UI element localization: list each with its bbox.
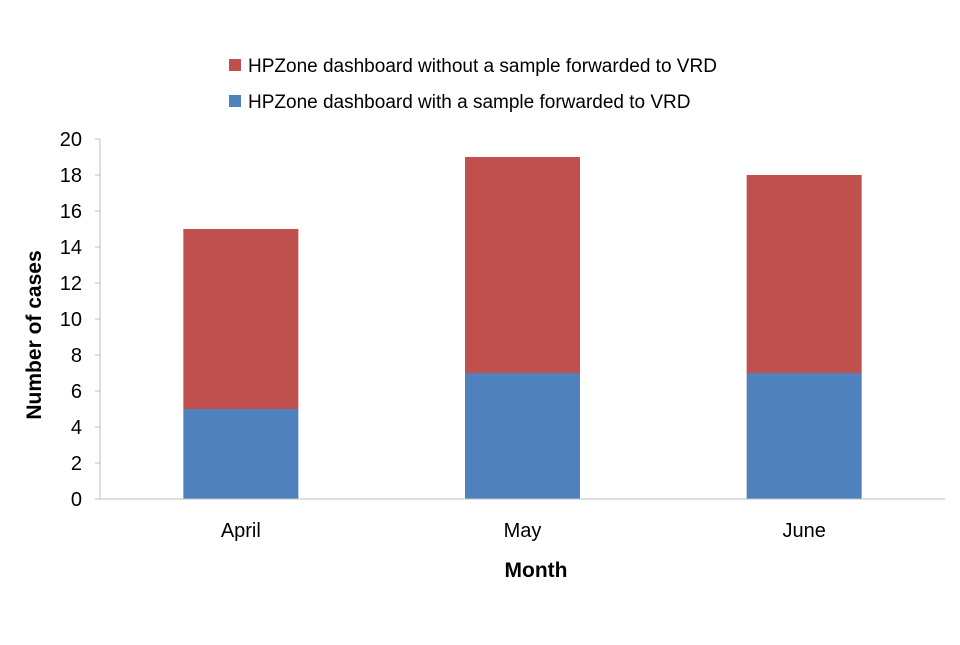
y-tick-label: 20 <box>60 129 82 151</box>
y-tick-label: 14 <box>60 237 82 259</box>
x-tick-label: June <box>782 520 825 542</box>
bars <box>183 157 862 499</box>
y-axis-ticks: 0 2 4 6 8 10 12 14 16 18 20 <box>60 129 100 511</box>
y-tick-label: 16 <box>60 201 82 223</box>
y-tick-label: 2 <box>71 453 82 475</box>
bar-may-with-sample <box>465 373 580 499</box>
bar-june-with-sample <box>746 373 862 499</box>
bar-may-without-sample <box>465 157 580 373</box>
y-tick-label: 18 <box>60 165 82 187</box>
y-axis-title: Number of cases <box>23 250 46 419</box>
y-tick-label: 12 <box>60 273 82 295</box>
legend-label-with-sample: HPZone dashboard with a sample forwarded… <box>248 92 691 113</box>
bar-june-without-sample <box>746 175 862 373</box>
y-tick-label: 8 <box>71 345 82 367</box>
legend-swatch-with-sample <box>229 95 241 107</box>
legend: HPZone dashboard without a sample forwar… <box>229 56 717 113</box>
x-tick-label: May <box>504 520 542 542</box>
y-tick-label: 6 <box>71 381 82 403</box>
bar-april-without-sample <box>183 229 299 409</box>
x-axis-ticks: April May June <box>221 520 826 542</box>
y-tick-label: 0 <box>71 489 82 511</box>
x-axis-title: Month <box>505 559 568 582</box>
x-tick-label: April <box>221 520 261 542</box>
bar-april-with-sample <box>183 409 299 499</box>
y-tick-label: 10 <box>60 309 82 331</box>
y-tick-label: 4 <box>71 417 82 439</box>
legend-swatch-without-sample <box>229 59 241 71</box>
legend-label-without-sample: HPZone dashboard without a sample forwar… <box>248 56 717 77</box>
